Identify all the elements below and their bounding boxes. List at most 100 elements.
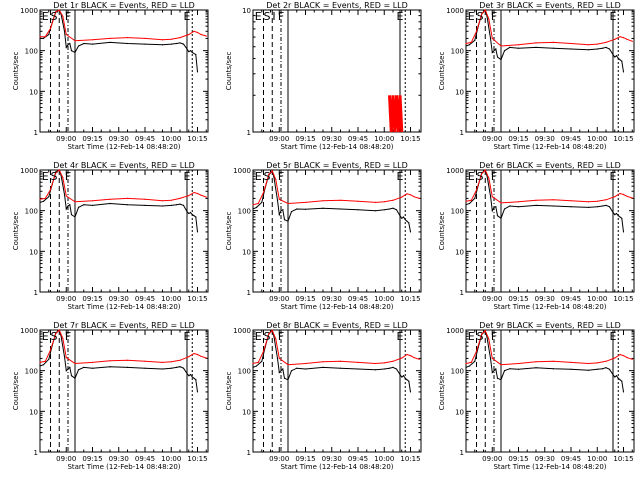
data-point bbox=[500, 59, 502, 61]
data-point bbox=[144, 37, 146, 40]
y-tick-label: 1 bbox=[460, 449, 464, 457]
segment-marker-label: E bbox=[42, 10, 49, 23]
x-tick-label: 10:00 bbox=[161, 455, 181, 463]
y-axis-label: Counts/sec bbox=[225, 52, 233, 91]
x-tick-label: 09:00 bbox=[269, 135, 289, 143]
chart-title: Det 7r BLACK = Events, RED = LLD bbox=[53, 321, 195, 330]
segment-marker-label: F bbox=[491, 10, 497, 23]
data-point bbox=[58, 169, 60, 171]
data-point bbox=[465, 362, 467, 365]
x-tick-label: 10:15 bbox=[400, 135, 420, 143]
data-point bbox=[144, 204, 146, 206]
data-point bbox=[271, 170, 273, 172]
data-point bbox=[614, 196, 616, 198]
data-point bbox=[392, 199, 394, 201]
x-tick-label: 09:30 bbox=[535, 295, 555, 303]
data-point bbox=[186, 211, 188, 213]
data-point bbox=[399, 215, 401, 217]
data-point bbox=[496, 215, 499, 217]
data-point bbox=[614, 357, 616, 359]
y-axis-label: Counts/sec bbox=[225, 212, 233, 251]
data-point bbox=[39, 201, 41, 203]
y-tick-label: 1 bbox=[460, 289, 464, 297]
data-point bbox=[109, 41, 111, 44]
data-point bbox=[67, 44, 69, 46]
x-tick-label: 09:15 bbox=[508, 455, 528, 463]
data-point bbox=[91, 367, 94, 369]
data-point bbox=[193, 352, 195, 355]
segment-marker-label: E bbox=[610, 330, 617, 343]
data-point bbox=[413, 196, 415, 198]
data-point bbox=[189, 374, 192, 376]
y-tick-label: 1000 bbox=[446, 327, 464, 335]
chart-title: Det 3r BLACK = Events, RED = LLD bbox=[479, 1, 621, 10]
x-tick-label: 09:15 bbox=[508, 295, 528, 303]
series-lld bbox=[465, 9, 633, 47]
data-point bbox=[296, 208, 298, 210]
x-tick-label: 09:00 bbox=[482, 135, 502, 143]
data-point bbox=[570, 361, 572, 363]
data-point bbox=[552, 47, 555, 49]
x-tick-label: 10:15 bbox=[613, 135, 633, 143]
data-point bbox=[612, 54, 614, 56]
data-point bbox=[601, 368, 604, 370]
data-point bbox=[39, 37, 41, 40]
data-point bbox=[535, 204, 537, 206]
series-lld bbox=[388, 95, 404, 133]
x-tick-label: 10:15 bbox=[187, 135, 207, 143]
data-point bbox=[465, 366, 467, 368]
data-point bbox=[339, 367, 342, 369]
data-point bbox=[406, 220, 408, 222]
data-point bbox=[402, 216, 405, 218]
data-point bbox=[109, 366, 111, 368]
data-point bbox=[193, 30, 195, 32]
data-point bbox=[170, 199, 172, 201]
data-point bbox=[179, 42, 181, 44]
data-point bbox=[392, 360, 394, 362]
data-point bbox=[280, 210, 282, 212]
data-point bbox=[622, 71, 625, 73]
y-tick-label: 10 bbox=[29, 248, 38, 256]
data-point bbox=[631, 40, 633, 42]
segment-marker-label: E bbox=[610, 170, 617, 183]
y-tick-label: 100 bbox=[238, 208, 251, 216]
data-point bbox=[200, 355, 202, 357]
data-point bbox=[205, 35, 207, 37]
data-point bbox=[278, 198, 280, 200]
y-tick-label: 10 bbox=[29, 88, 38, 96]
data-point bbox=[495, 206, 497, 208]
x-axis-label: Start Time (12-Feb-14 08:48:20) bbox=[67, 463, 180, 471]
data-point bbox=[517, 201, 520, 203]
x-tick-label: 09:45 bbox=[348, 135, 368, 143]
data-point bbox=[175, 42, 178, 45]
data-point bbox=[465, 45, 467, 47]
x-tick-label: 09:00 bbox=[56, 135, 76, 143]
data-point bbox=[282, 209, 284, 211]
data-point bbox=[484, 169, 486, 171]
data-point bbox=[621, 380, 623, 382]
y-tick-label: 1000 bbox=[20, 7, 38, 15]
y-tick-label: 100 bbox=[451, 368, 464, 376]
data-point bbox=[619, 216, 621, 218]
data-point bbox=[503, 370, 506, 372]
data-point bbox=[617, 377, 619, 379]
data-point bbox=[587, 369, 590, 371]
data-point bbox=[200, 33, 202, 36]
y-tick-label: 100 bbox=[451, 48, 464, 56]
chart-title: Det 1r BLACK = Events, RED = LLD bbox=[53, 1, 195, 10]
chart-title: Det 2r BLACK = Events, RED = LLD bbox=[266, 1, 408, 10]
data-point bbox=[196, 391, 199, 393]
data-point bbox=[188, 51, 190, 53]
segment-marker-label: E bbox=[397, 10, 404, 23]
data-point bbox=[39, 36, 41, 38]
data-point bbox=[465, 204, 467, 206]
data-point bbox=[126, 204, 129, 206]
x-tick-label: 09:45 bbox=[135, 455, 155, 463]
data-point bbox=[126, 42, 129, 45]
data-point bbox=[402, 375, 405, 377]
segment-marker-label: E bbox=[397, 170, 404, 183]
x-tick-label: 09:15 bbox=[508, 135, 528, 143]
data-point bbox=[409, 391, 412, 393]
data-point bbox=[58, 329, 60, 331]
data-point bbox=[489, 195, 492, 197]
